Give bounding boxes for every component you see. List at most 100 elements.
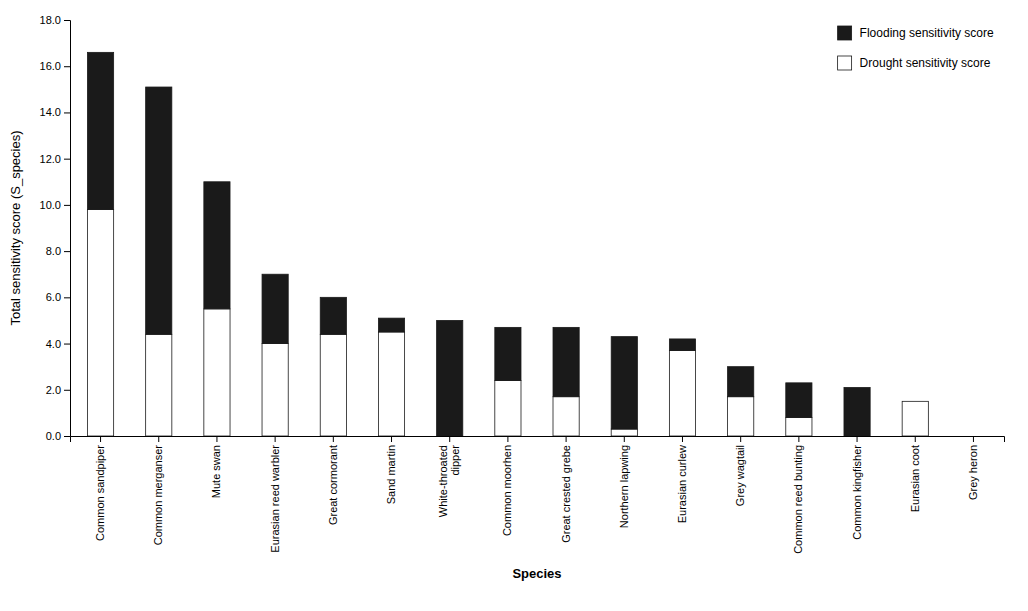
tick: Common kingfisher — [851, 436, 863, 540]
tick-mark — [64, 159, 70, 160]
tick-mark — [64, 66, 70, 67]
tick: 2.0 — [46, 384, 70, 396]
legend-item: Drought sensitivity score — [838, 56, 991, 70]
bar — [320, 297, 346, 334]
bar — [495, 327, 521, 380]
bar — [611, 429, 637, 436]
tick-label: Eurasian reed warbler — [269, 445, 281, 553]
tick-mark — [64, 344, 70, 345]
tick-mark — [740, 436, 741, 442]
tick-label: Eurasian curlew — [676, 445, 688, 523]
bar — [960, 436, 986, 437]
tick-mark — [158, 436, 159, 442]
tick: Common merganser — [152, 436, 164, 545]
tick-mark — [64, 251, 70, 252]
tick-mark — [216, 436, 217, 442]
bar — [902, 401, 928, 402]
bar — [669, 350, 695, 436]
bar — [786, 383, 812, 418]
tick-label: Common reed bunting — [792, 445, 804, 554]
tick-mark — [624, 436, 625, 442]
bar — [844, 387, 870, 436]
tick-label: 6.0 — [46, 291, 61, 303]
tick: Common reed bunting — [792, 436, 804, 554]
tick: 10.0 — [40, 199, 70, 211]
tick: 6.0 — [46, 291, 70, 303]
bar — [262, 274, 288, 343]
legend: Flooding sensitivity score Drought sensit… — [838, 26, 994, 70]
tick: Great cormorant — [327, 436, 339, 525]
bar — [87, 210, 113, 436]
bar — [611, 337, 637, 429]
tick: 18.0 — [40, 14, 70, 26]
y-axis: 0.0 2.0 4.0 6.0 8.0 10.0 12.0 14.0 16.0 18.0 — [40, 14, 71, 442]
tick-mark — [566, 436, 567, 442]
bar — [960, 436, 986, 437]
bar — [437, 320, 463, 436]
tick: 16.0 — [40, 60, 70, 72]
tick-mark — [333, 436, 334, 442]
tick-mark — [64, 297, 70, 298]
tick-label: Eurasian coot — [909, 445, 921, 512]
tick-label: Northern lapwing — [618, 445, 630, 528]
tick: Sand martin — [385, 436, 397, 504]
axis-line — [71, 437, 1005, 443]
tick-mark — [64, 205, 70, 206]
chart: 0.0 2.0 4.0 6.0 8.0 10.0 12.0 14.0 16.0 18.0 Commo… — [0, 0, 1028, 611]
bar — [378, 332, 404, 436]
tick: 12.0 — [40, 153, 70, 165]
tick-label: 0.0 — [46, 430, 61, 442]
tick-label: Great cormorant — [327, 445, 339, 525]
tick-mark — [915, 436, 916, 442]
tick-label: 14.0 — [40, 106, 61, 118]
tick-mark — [64, 436, 70, 437]
bar — [204, 309, 230, 436]
bar — [728, 367, 754, 397]
tick-label: Common sandpiper — [94, 445, 106, 541]
tick-mark — [973, 436, 974, 442]
tick-label: White-throateddipper — [437, 445, 461, 517]
tick: 8.0 — [46, 245, 70, 257]
y-axis-title: Total sensitivity score (S_species) — [8, 130, 23, 325]
tick-label: 18.0 — [40, 14, 61, 26]
tick: Eurasian reed warbler — [269, 436, 281, 553]
x-axis-title: Species — [512, 566, 561, 581]
bar — [786, 418, 812, 436]
legend-swatch — [838, 56, 852, 70]
bar — [495, 381, 521, 436]
plot: 0.0 2.0 4.0 6.0 8.0 10.0 12.0 14.0 16.0 18.0 Commo… — [8, 14, 1005, 581]
bar — [728, 397, 754, 436]
legend-item: Flooding sensitivity score — [838, 26, 994, 40]
tick: 0.0 — [46, 430, 70, 442]
bar — [146, 334, 172, 436]
tick: Eurasian curlew — [676, 436, 688, 523]
tick-mark — [64, 112, 70, 113]
tick-mark — [507, 436, 508, 442]
legend-label: Flooding sensitivity score — [860, 26, 994, 40]
tick-label: Sand martin — [385, 445, 397, 504]
tick-label: Common kingfisher — [851, 445, 863, 540]
tick: 14.0 — [40, 106, 70, 118]
bar — [553, 327, 579, 396]
tick: White-throateddipper — [437, 436, 461, 517]
tick: Grey heron — [967, 436, 979, 500]
series — [87, 52, 870, 436]
tick-label: Mute swan — [210, 445, 222, 498]
tick-label: 4.0 — [46, 338, 61, 350]
bar — [320, 334, 346, 436]
tick-label: Great crested grebe — [560, 445, 572, 543]
tick: Common moorhen — [501, 436, 513, 536]
tick: Common sandpiper — [94, 436, 106, 541]
tick-mark — [857, 436, 858, 442]
bar — [902, 401, 928, 436]
tick-label: Common moorhen — [501, 445, 513, 536]
tick-mark — [391, 436, 392, 442]
tick-label: 2.0 — [46, 384, 61, 396]
tick-label: Common merganser — [152, 445, 164, 546]
tick: Great crested grebe — [560, 436, 572, 543]
tick-mark — [449, 436, 450, 442]
axis-line — [64, 21, 71, 437]
tick-label: 12.0 — [40, 153, 61, 165]
bar — [553, 397, 579, 436]
tick-mark — [275, 436, 276, 442]
